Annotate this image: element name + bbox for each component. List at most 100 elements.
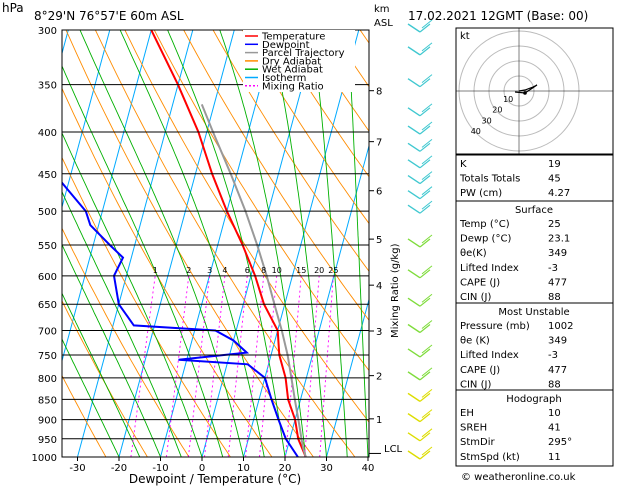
- wind-barb: [407, 159, 421, 169]
- km-tick-label: 8: [376, 87, 382, 98]
- wind-barb: [407, 204, 421, 214]
- table-row-label: Totals Totals: [459, 174, 520, 185]
- wind-barb-flag: [419, 348, 431, 358]
- wind-barb-flag: [421, 293, 433, 303]
- mixing-ratio-tick-label: 6: [245, 266, 250, 275]
- mixing-ratio-axis-label: Mixing Ratio (g/kg): [390, 243, 401, 338]
- wet-adiabat-line: [62, 243, 161, 457]
- lcl-label: LCL: [384, 444, 403, 455]
- table-row-value: 10: [548, 408, 561, 419]
- table-row-label: θe(K): [460, 248, 487, 259]
- wind-barb-flag: [419, 142, 431, 152]
- mixing-ratio-tick-label: 4: [222, 266, 227, 275]
- pressure-tick-label: 1000: [32, 453, 57, 464]
- wind-barb-flag: [421, 409, 433, 419]
- wind-barb-flag: [419, 23, 431, 33]
- wind-barb-flag: [419, 159, 431, 169]
- wet-adiabat-line: [62, 64, 224, 457]
- wet-adiabat-line: [62, 190, 182, 457]
- table-row-label: CIN (J): [460, 292, 491, 303]
- wind-barb: [407, 23, 421, 33]
- table-row-value: 19: [548, 159, 561, 170]
- table-row-value: 88: [548, 292, 561, 303]
- table-row-label: Lifted Index: [460, 263, 519, 274]
- wind-barb: [407, 190, 421, 200]
- wind-barbs: [407, 19, 433, 460]
- table-row-label: StmSpd (kt): [460, 452, 520, 463]
- km-tick-label: 7: [376, 138, 382, 149]
- axis-labels: 3003504004505005506006507007508008509009…: [32, 26, 383, 474]
- hodograph-storm-motion: [523, 91, 527, 95]
- mixing-ratio-tick-label: 20: [314, 266, 324, 275]
- mixing-ratio-tick-label: 8: [261, 266, 266, 275]
- wind-barb-flag: [419, 371, 431, 381]
- wet-adiabat-line: [62, 132, 203, 457]
- legend-label: Parcel Trajectory: [262, 48, 345, 59]
- hpa-unit: hPa: [2, 1, 24, 15]
- mixing-ratio-tick-label: 1: [153, 266, 158, 275]
- table-row-label: Temp (°C): [459, 219, 510, 230]
- table-row-value: 41: [548, 423, 561, 434]
- table-row-value: 349: [548, 336, 567, 347]
- table-row-value: 477: [548, 365, 567, 376]
- wind-barb: [407, 297, 421, 307]
- table-row-value: 4.27: [548, 188, 570, 199]
- wind-barb-flag: [421, 265, 433, 275]
- mixing-ratio-tick-label: 10: [272, 266, 282, 275]
- pressure-tick-label: 600: [38, 272, 57, 283]
- isotherm-line: [77, 30, 194, 457]
- legend-box: [243, 30, 355, 92]
- table-row-value: 477: [548, 277, 567, 288]
- mixing-ratio-line: [204, 275, 226, 457]
- wind-barb-flag: [421, 19, 433, 29]
- location-title: 8°29'N 76°57'E 60m ASL: [34, 9, 184, 23]
- km-tick-label: 3: [376, 327, 382, 338]
- isotherm-line: [284, 143, 369, 457]
- wind-barb-flag: [419, 238, 431, 248]
- wind-barb-flag: [421, 388, 433, 398]
- wind-barb-flag: [421, 344, 433, 354]
- wind-barb-flag: [419, 450, 431, 460]
- mixing-ratio-tick-label: 15: [296, 266, 306, 275]
- wind-barb-flag: [421, 428, 433, 438]
- wind-barb: [407, 450, 421, 460]
- table-row-value: -3: [548, 263, 558, 274]
- wind-barb: [407, 348, 421, 358]
- wind-barb: [407, 46, 421, 56]
- indices-tables: K 19 Totals Totals 45 PW (cm) 4.27 Surface Temp…: [455, 154, 614, 467]
- isotherm-line: [118, 30, 235, 457]
- table-row-value: 295°: [548, 437, 572, 448]
- pressure-tick-label: 450: [38, 170, 57, 181]
- wet-adiabat-line: [62, 292, 141, 457]
- isotherm-line: [0, 6, 33, 458]
- table-row-value: 45: [548, 174, 561, 185]
- table-row-value: 88: [548, 379, 561, 390]
- asl-unit: ASL: [374, 18, 393, 29]
- km-tick-label: 5: [376, 235, 382, 246]
- dry-adiabat-line: [62, 156, 231, 457]
- pressure-tick-label: 700: [38, 327, 57, 338]
- legend-label: Mixing Ratio: [262, 81, 324, 92]
- wind-barb-flag: [419, 78, 431, 88]
- hodograph-ring-label: 30: [482, 116, 492, 125]
- most-unstable-title: Most Unstable: [498, 307, 569, 318]
- temp-tick-label: 30: [320, 463, 333, 474]
- pressure-tick-label: 900: [38, 416, 57, 427]
- km-tick-label: 4: [376, 281, 382, 292]
- wind-barb-flag: [421, 200, 433, 210]
- temp-tick-label: 10: [237, 463, 250, 474]
- temp-tick-label: -20: [111, 463, 127, 474]
- hodograph-ring-label: 20: [492, 106, 502, 115]
- table-row-label: EH: [460, 408, 474, 419]
- temp-tick-label: -10: [152, 463, 168, 474]
- table-row-label: θe (K): [460, 336, 490, 347]
- wind-barb: [407, 269, 421, 279]
- table-row-label: PW (cm): [460, 188, 502, 199]
- wind-barb-flag: [421, 171, 433, 180]
- surface-title: Surface: [515, 205, 553, 216]
- footer-credit: © weatheronline.co.uk: [461, 472, 576, 483]
- wind-barb-flag: [419, 392, 431, 402]
- wind-barb-flag: [419, 125, 431, 135]
- mixing-ratio-line: [130, 275, 156, 457]
